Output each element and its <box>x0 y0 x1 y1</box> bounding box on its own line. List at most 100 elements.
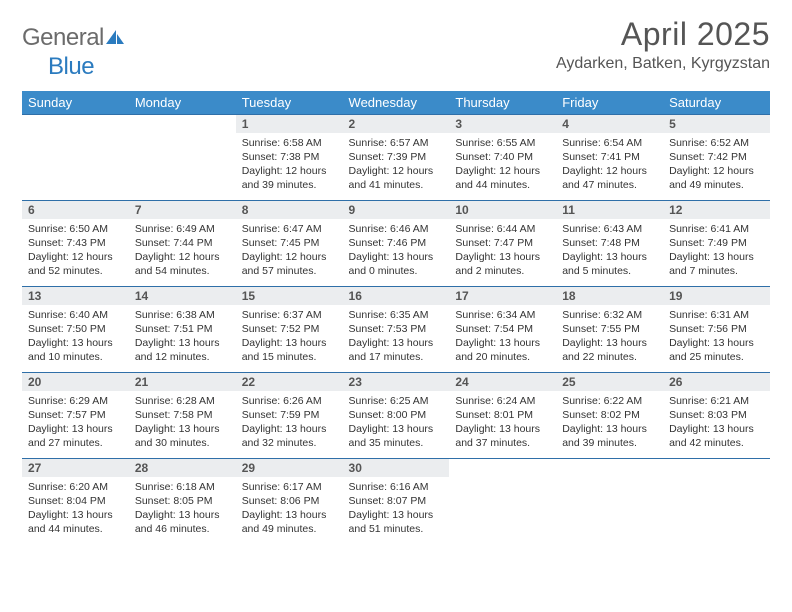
month-title: April 2025 <box>556 16 770 53</box>
page-header: GeneralBlue April 2025 Aydarken, Batken,… <box>22 16 770 81</box>
calendar-week-row: 13Sunrise: 6:40 AMSunset: 7:50 PMDayligh… <box>22 286 770 372</box>
day-detail-line: Sunrise: 6:22 AM <box>562 394 657 408</box>
day-detail-line: Sunrise: 6:37 AM <box>242 308 337 322</box>
day-details: Sunrise: 6:20 AMSunset: 8:04 PMDaylight:… <box>22 477 129 543</box>
weekday-header: Thursday <box>449 91 556 114</box>
day-number: 11 <box>556 200 663 219</box>
day-detail-line: Sunrise: 6:50 AM <box>28 222 123 236</box>
day-detail-line: Daylight: 13 hours and 5 minutes. <box>562 250 657 278</box>
day-details: Sunrise: 6:32 AMSunset: 7:55 PMDaylight:… <box>556 305 663 371</box>
calendar-day-cell: 23Sunrise: 6:25 AMSunset: 8:00 PMDayligh… <box>343 372 450 458</box>
day-details: Sunrise: 6:16 AMSunset: 8:07 PMDaylight:… <box>343 477 450 543</box>
day-detail-line: Daylight: 13 hours and 20 minutes. <box>455 336 550 364</box>
day-number: 25 <box>556 372 663 391</box>
day-details: Sunrise: 6:31 AMSunset: 7:56 PMDaylight:… <box>663 305 770 371</box>
day-detail-line: Sunset: 7:44 PM <box>135 236 230 250</box>
weekday-header: Wednesday <box>343 91 450 114</box>
calendar-day-cell: 8Sunrise: 6:47 AMSunset: 7:45 PMDaylight… <box>236 200 343 286</box>
calendar-day-cell: 27Sunrise: 6:20 AMSunset: 8:04 PMDayligh… <box>22 458 129 544</box>
day-details: Sunrise: 6:35 AMSunset: 7:53 PMDaylight:… <box>343 305 450 371</box>
calendar-day-cell: 13Sunrise: 6:40 AMSunset: 7:50 PMDayligh… <box>22 286 129 372</box>
day-detail-line: Sunset: 7:38 PM <box>242 150 337 164</box>
day-number: 27 <box>22 458 129 477</box>
day-detail-line: Sunset: 7:53 PM <box>349 322 444 336</box>
day-detail-line: Sunrise: 6:43 AM <box>562 222 657 236</box>
day-detail-line: Sunset: 8:05 PM <box>135 494 230 508</box>
weekday-header: Saturday <box>663 91 770 114</box>
day-detail-line: Sunset: 7:45 PM <box>242 236 337 250</box>
day-detail-line: Sunrise: 6:20 AM <box>28 480 123 494</box>
day-number: 14 <box>129 286 236 305</box>
calendar-day-cell: 16Sunrise: 6:35 AMSunset: 7:53 PMDayligh… <box>343 286 450 372</box>
calendar-week-row: 20Sunrise: 6:29 AMSunset: 7:57 PMDayligh… <box>22 372 770 458</box>
calendar-day-cell: 22Sunrise: 6:26 AMSunset: 7:59 PMDayligh… <box>236 372 343 458</box>
day-details: Sunrise: 6:25 AMSunset: 8:00 PMDaylight:… <box>343 391 450 457</box>
day-details: Sunrise: 6:41 AMSunset: 7:49 PMDaylight:… <box>663 219 770 285</box>
day-detail-line: Daylight: 13 hours and 46 minutes. <box>135 508 230 536</box>
title-block: April 2025 Aydarken, Batken, Kyrgyzstan <box>556 16 770 73</box>
day-details: Sunrise: 6:38 AMSunset: 7:51 PMDaylight:… <box>129 305 236 371</box>
day-detail-line: Sunset: 8:06 PM <box>242 494 337 508</box>
day-detail-line: Sunrise: 6:47 AM <box>242 222 337 236</box>
calendar-day-cell: 9Sunrise: 6:46 AMSunset: 7:46 PMDaylight… <box>343 200 450 286</box>
calendar-body: 1Sunrise: 6:58 AMSunset: 7:38 PMDaylight… <box>22 114 770 544</box>
calendar-day-cell: 11 Sunrise: 6:43 AMSunset: 7:48 PMDayligh… <box>556 200 663 286</box>
day-details: Sunrise: 6:52 AMSunset: 7:42 PMDaylight:… <box>663 133 770 199</box>
day-detail-line: Sunrise: 6:25 AM <box>349 394 444 408</box>
day-detail-line: Sunset: 7:55 PM <box>562 322 657 336</box>
location-text: Aydarken, Batken, Kyrgyzstan <box>556 55 770 73</box>
day-detail-line: Sunrise: 6:41 AM <box>669 222 764 236</box>
day-number: 6 <box>22 200 129 219</box>
day-details: Sunrise: 6:21 AMSunset: 8:03 PMDaylight:… <box>663 391 770 457</box>
day-detail-line: Sunset: 8:03 PM <box>669 408 764 422</box>
day-detail-line: Sunrise: 6:26 AM <box>242 394 337 408</box>
weekday-header-row: Sunday Monday Tuesday Wednesday Thursday… <box>22 91 770 114</box>
day-number: 29 <box>236 458 343 477</box>
day-detail-line: Daylight: 13 hours and 42 minutes. <box>669 422 764 450</box>
day-detail-line: Sunrise: 6:16 AM <box>349 480 444 494</box>
calendar-day-cell <box>129 114 236 200</box>
day-detail-line: Daylight: 12 hours and 49 minutes. <box>669 164 764 192</box>
day-detail-line: Daylight: 13 hours and 25 minutes. <box>669 336 764 364</box>
weekday-header: Monday <box>129 91 236 114</box>
calendar-day-cell: 3Sunrise: 6:55 AMSunset: 7:40 PMDaylight… <box>449 114 556 200</box>
calendar-day-cell: 12Sunrise: 6:41 AMSunset: 7:49 PMDayligh… <box>663 200 770 286</box>
day-detail-line: Sunset: 7:46 PM <box>349 236 444 250</box>
day-detail-line: Sunrise: 6:54 AM <box>562 136 657 150</box>
calendar-week-row: 27Sunrise: 6:20 AMSunset: 8:04 PMDayligh… <box>22 458 770 544</box>
day-detail-line: Sunset: 8:01 PM <box>455 408 550 422</box>
day-detail-line: Sunrise: 6:24 AM <box>455 394 550 408</box>
day-detail-line: Sunset: 7:43 PM <box>28 236 123 250</box>
day-detail-line: Daylight: 13 hours and 30 minutes. <box>135 422 230 450</box>
day-details: Sunrise: 6:34 AMSunset: 7:54 PMDaylight:… <box>449 305 556 371</box>
day-number: 24 <box>449 372 556 391</box>
day-number: 4 <box>556 114 663 133</box>
day-detail-line: Sunset: 7:48 PM <box>562 236 657 250</box>
day-detail-line: Sunrise: 6:38 AM <box>135 308 230 322</box>
day-details: Sunrise: 6:54 AMSunset: 7:41 PMDaylight:… <box>556 133 663 199</box>
calendar-day-cell: 6Sunrise: 6:50 AMSunset: 7:43 PMDaylight… <box>22 200 129 286</box>
day-details: Sunrise: 6:17 AMSunset: 8:06 PMDaylight:… <box>236 477 343 543</box>
day-details: Sunrise: 6:18 AMSunset: 8:05 PMDaylight:… <box>129 477 236 543</box>
day-detail-line: Daylight: 13 hours and 51 minutes. <box>349 508 444 536</box>
day-detail-line: Daylight: 13 hours and 39 minutes. <box>562 422 657 450</box>
calendar-day-cell: 10Sunrise: 6:44 AMSunset: 7:47 PMDayligh… <box>449 200 556 286</box>
day-detail-line: Sunset: 7:58 PM <box>135 408 230 422</box>
day-detail-line: Sunrise: 6:35 AM <box>349 308 444 322</box>
calendar-day-cell <box>556 458 663 544</box>
day-details: Sunrise: 6:44 AMSunset: 7:47 PMDaylight:… <box>449 219 556 285</box>
day-detail-line: Sunset: 7:47 PM <box>455 236 550 250</box>
day-number: 15 <box>236 286 343 305</box>
day-detail-line: Daylight: 13 hours and 12 minutes. <box>135 336 230 364</box>
calendar-day-cell <box>663 458 770 544</box>
day-details: Sunrise: 6:24 AMSunset: 8:01 PMDaylight:… <box>449 391 556 457</box>
day-detail-line: Sunset: 8:00 PM <box>349 408 444 422</box>
day-details: Sunrise: 6:58 AMSunset: 7:38 PMDaylight:… <box>236 133 343 199</box>
day-number: 18 <box>556 286 663 305</box>
day-detail-line: Sunset: 7:54 PM <box>455 322 550 336</box>
weekday-header: Sunday <box>22 91 129 114</box>
day-detail-line: Daylight: 13 hours and 2 minutes. <box>455 250 550 278</box>
calendar-day-cell: 17Sunrise: 6:34 AMSunset: 7:54 PMDayligh… <box>449 286 556 372</box>
calendar-day-cell: 25Sunrise: 6:22 AMSunset: 8:02 PMDayligh… <box>556 372 663 458</box>
calendar-day-cell: 24Sunrise: 6:24 AMSunset: 8:01 PMDayligh… <box>449 372 556 458</box>
